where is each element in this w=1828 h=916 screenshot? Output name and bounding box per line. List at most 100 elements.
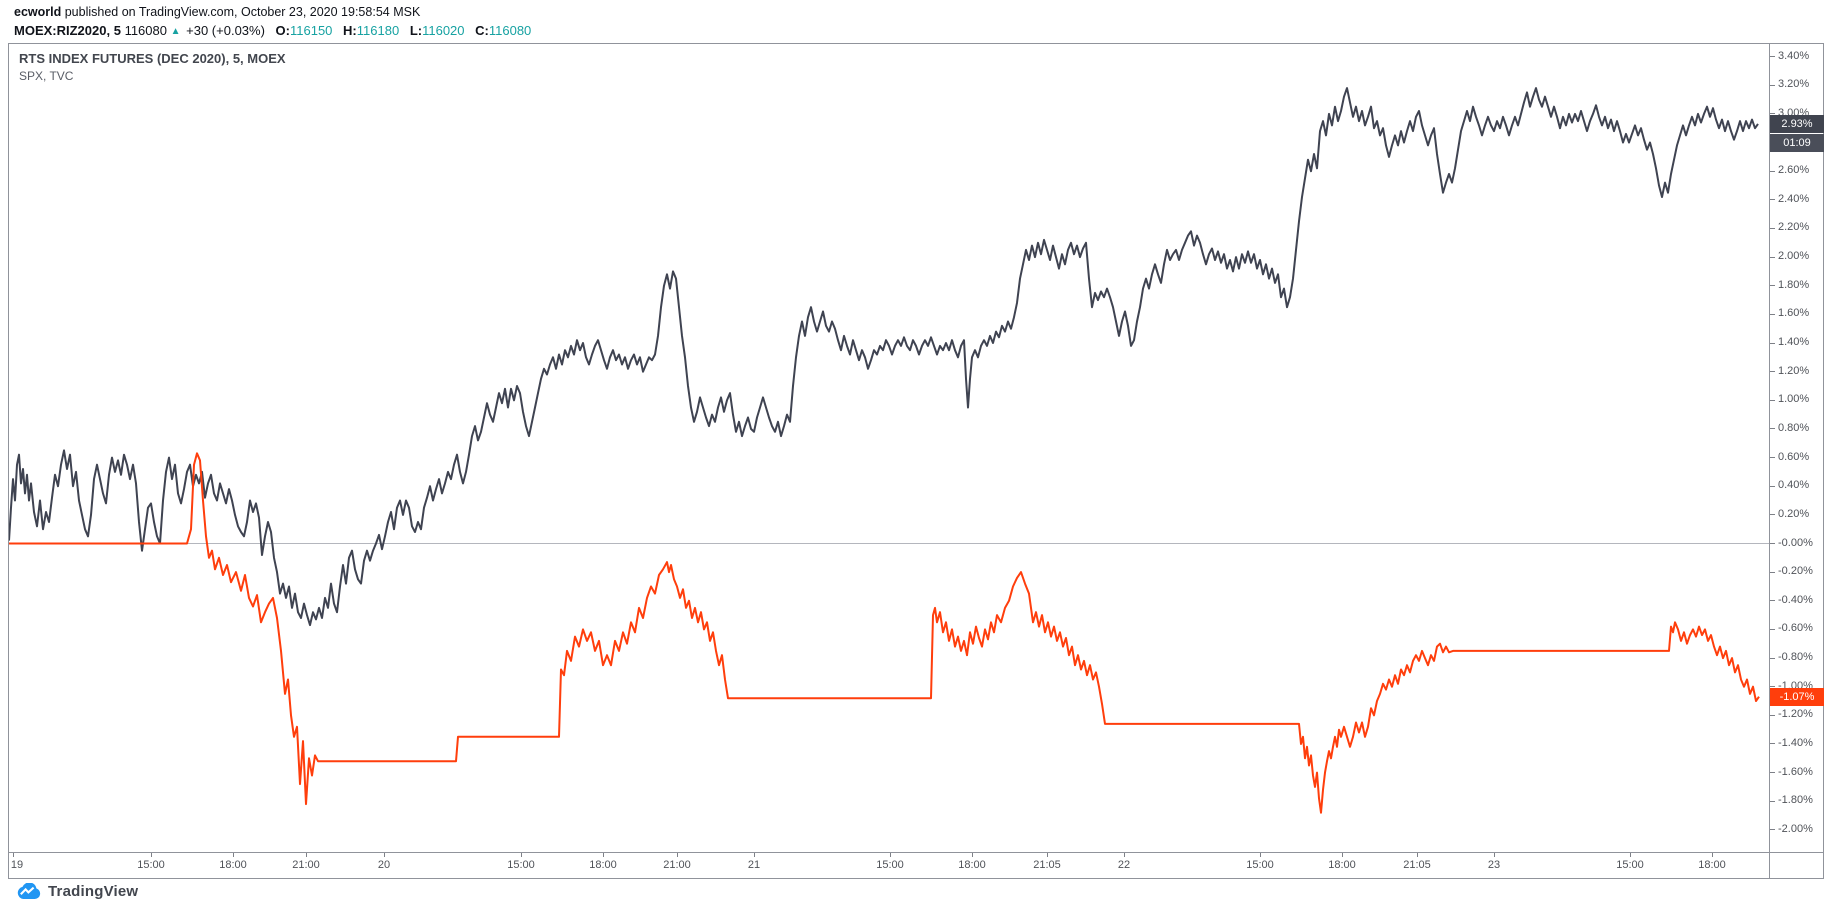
username[interactable]: ecworld bbox=[14, 5, 62, 19]
time-axis-tick bbox=[1630, 853, 1631, 857]
price-axis-tick bbox=[1770, 84, 1775, 86]
rts-futures-line[interactable] bbox=[9, 87, 1759, 627]
price-axis-tick bbox=[1770, 56, 1775, 58]
time-axis-label: 18:00 bbox=[219, 859, 247, 871]
price-axis-tick bbox=[1770, 256, 1775, 258]
price-axis-tick bbox=[1770, 628, 1775, 630]
bar-countdown-badge: 01:09 bbox=[1770, 133, 1824, 152]
price-axis-label: 2.40% bbox=[1778, 192, 1810, 205]
price-axis-tick bbox=[1770, 514, 1775, 516]
price-axis-tick bbox=[1770, 399, 1775, 401]
time-axis-tick bbox=[603, 853, 604, 857]
price-axis[interactable]: 3.40% 3.20% 3.00% 2.60% 2.40% 2.20% 2.00% 1.80%… bbox=[1770, 44, 1824, 852]
price-axis-label: 0.80% bbox=[1778, 421, 1810, 434]
time-axis-tick bbox=[972, 853, 973, 857]
time-axis-label: 21:05 bbox=[1403, 859, 1431, 871]
time-axis-tick bbox=[1712, 853, 1713, 857]
price-axis-label: 0.40% bbox=[1778, 479, 1810, 492]
price-axis-separator bbox=[1769, 44, 1770, 878]
price-axis-tick bbox=[1770, 313, 1775, 315]
time-axis-label: 21:00 bbox=[663, 859, 691, 871]
price-axis-tick bbox=[1770, 342, 1775, 344]
time-axis-tick bbox=[233, 853, 234, 857]
price-axis-label: 2.60% bbox=[1778, 164, 1810, 177]
time-axis-tick bbox=[151, 853, 152, 857]
time-axis-label: 23 bbox=[1487, 859, 1501, 871]
time-axis-tick bbox=[890, 853, 891, 857]
last-price: 116080 bbox=[124, 23, 167, 38]
legend-compare-series[interactable]: SPX, TVC bbox=[19, 69, 74, 83]
last-price-badge: 2.93% bbox=[1770, 114, 1824, 133]
price-axis-tick bbox=[1770, 772, 1775, 774]
price-axis-tick bbox=[1770, 600, 1775, 602]
time-axis-tick bbox=[1260, 853, 1261, 857]
time-axis-tick bbox=[1047, 853, 1048, 857]
spx-compare-line[interactable] bbox=[9, 452, 1760, 814]
low-label: L: bbox=[409, 23, 423, 38]
time-axis-separator bbox=[9, 852, 1823, 853]
price-axis-label: -0.60% bbox=[1778, 622, 1813, 635]
price-axis-label: -1.40% bbox=[1778, 736, 1813, 749]
close-value: 116080 bbox=[488, 23, 532, 38]
time-axis-label: 21 bbox=[747, 859, 761, 871]
compare-price-badge: -1.07% bbox=[1770, 687, 1824, 706]
price-axis-label: -0.20% bbox=[1778, 565, 1813, 578]
chart-plot-area[interactable] bbox=[9, 44, 1769, 852]
price-axis-label: 3.20% bbox=[1778, 78, 1810, 91]
price-axis-tick bbox=[1770, 428, 1775, 430]
high-value: 116180 bbox=[356, 23, 400, 38]
price-axis-tick bbox=[1770, 485, 1775, 487]
price-axis-label: -1.60% bbox=[1778, 765, 1813, 778]
time-axis-label: 22 bbox=[1117, 859, 1131, 871]
change-up-icon: ▲ bbox=[170, 26, 181, 37]
price-axis-tick bbox=[1770, 371, 1775, 373]
time-axis-label: 21:00 bbox=[292, 859, 320, 871]
symbol-name[interactable]: MOEX:RIZ2020, 5 bbox=[14, 23, 121, 38]
price-change: +30 (+0.03%) bbox=[186, 23, 265, 38]
price-axis-label: -1.80% bbox=[1778, 794, 1813, 807]
price-axis-label: 1.40% bbox=[1778, 336, 1810, 349]
price-axis-label: 1.20% bbox=[1778, 364, 1810, 377]
price-axis-tick bbox=[1770, 285, 1775, 287]
time-axis[interactable]: 19 15:00 18:00 21:00 20 15:00 18:00 21:00 21 15:0… bbox=[9, 853, 1823, 878]
time-axis-tick bbox=[1342, 853, 1343, 857]
time-axis-tick bbox=[1124, 853, 1125, 857]
time-axis-tick bbox=[521, 853, 522, 857]
symbol-status-line: MOEX:RIZ2020, 5 116080 ▲ +30 (+0.03%) O:… bbox=[14, 23, 531, 39]
price-axis-tick bbox=[1770, 743, 1775, 745]
price-axis-label: 1.80% bbox=[1778, 278, 1810, 291]
time-axis-label: 19 bbox=[10, 859, 24, 871]
tradingview-brand[interactable]: TradingView bbox=[16, 883, 138, 900]
price-axis-tick bbox=[1770, 800, 1775, 802]
publish-text: published on TradingView.com, October 23… bbox=[61, 5, 421, 19]
price-axis-tick bbox=[1770, 571, 1775, 573]
price-axis-label: -0.80% bbox=[1778, 651, 1813, 664]
price-axis-label: -1.20% bbox=[1778, 708, 1813, 721]
time-axis-label: 15:00 bbox=[876, 859, 904, 871]
time-axis-label: 18:00 bbox=[1328, 859, 1356, 871]
time-axis-label: 21:05 bbox=[1033, 859, 1061, 871]
time-axis-tick bbox=[677, 853, 678, 857]
price-axis-tick bbox=[1770, 686, 1775, 688]
time-axis-label: 15:00 bbox=[1616, 859, 1644, 871]
legend-main-series[interactable]: RTS INDEX FUTURES (DEC 2020), 5, MOEX bbox=[19, 51, 286, 66]
price-axis-tick bbox=[1770, 543, 1775, 544]
open-label: O: bbox=[275, 23, 290, 38]
time-axis-label: 15:00 bbox=[507, 859, 535, 871]
chart-legend: RTS INDEX FUTURES (DEC 2020), 5, MOEX SP… bbox=[19, 51, 286, 84]
price-axis-label: 1.60% bbox=[1778, 307, 1810, 320]
time-axis-label: 18:00 bbox=[958, 859, 986, 871]
price-axis-label: 1.00% bbox=[1778, 393, 1810, 406]
price-axis-label: 2.00% bbox=[1778, 250, 1810, 263]
price-axis-label: -0.40% bbox=[1778, 593, 1813, 606]
time-axis-label: 20 bbox=[377, 859, 391, 871]
chart-container: RTS INDEX FUTURES (DEC 2020), 5, MOEX SP… bbox=[8, 43, 1824, 879]
publish-header: ecworld published on TradingView.com, Oc… bbox=[14, 5, 531, 39]
time-axis-tick bbox=[384, 853, 385, 857]
open-value: 116150 bbox=[290, 23, 333, 38]
tradingview-logo-icon bbox=[17, 883, 41, 900]
price-axis-tick bbox=[1770, 227, 1775, 229]
publish-info: ecworld published on TradingView.com, Oc… bbox=[14, 5, 531, 20]
time-axis-tick bbox=[1417, 853, 1418, 857]
low-value: 116020 bbox=[422, 23, 465, 38]
